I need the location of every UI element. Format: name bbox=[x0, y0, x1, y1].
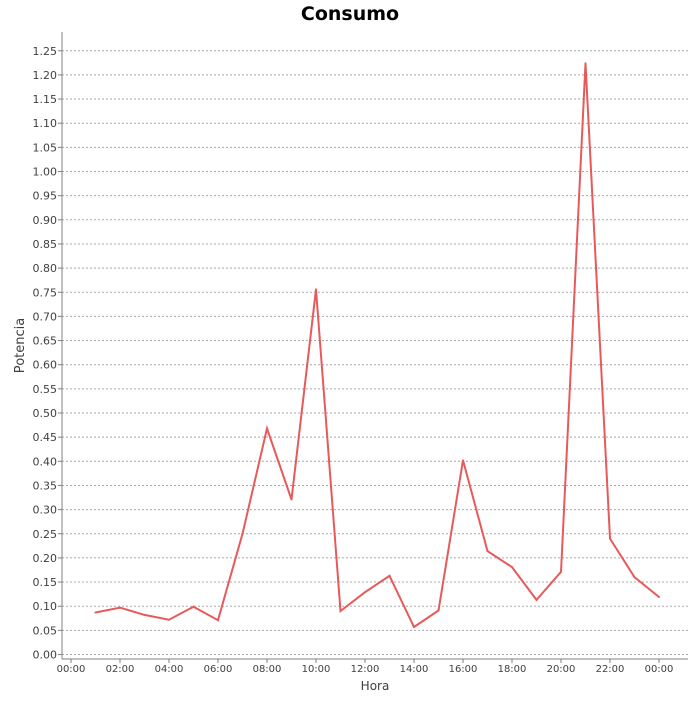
x-tick-label: 18:00 bbox=[498, 664, 527, 675]
data-point bbox=[339, 610, 342, 613]
y-tick-label: 0.30 bbox=[33, 504, 58, 517]
y-tick-label: 0.35 bbox=[33, 479, 58, 492]
chart-title: Consumo bbox=[300, 3, 400, 25]
data-point bbox=[511, 566, 513, 569]
data-point bbox=[192, 605, 195, 608]
x-tick-label: 10:00 bbox=[302, 664, 331, 675]
y-tick-label: 0.70 bbox=[33, 310, 58, 323]
series-line bbox=[95, 63, 660, 629]
y-tick-label: 0.85 bbox=[33, 238, 58, 251]
data-point bbox=[633, 576, 636, 579]
data-point bbox=[315, 288, 317, 291]
x-tick-label: 16:00 bbox=[449, 664, 478, 675]
y-tick-label: 1.10 bbox=[33, 117, 58, 130]
x-tick-label: 08:00 bbox=[253, 664, 282, 675]
x-axis-label: Hora bbox=[361, 679, 390, 693]
y-tick-label: 1.20 bbox=[33, 69, 58, 82]
y-tick-label: 0.75 bbox=[33, 286, 58, 299]
x-tick-label: 02:00 bbox=[106, 664, 135, 675]
x-tick-label: 04:00 bbox=[155, 664, 184, 675]
data-point bbox=[388, 574, 391, 577]
data-point bbox=[119, 606, 121, 609]
data-point bbox=[94, 611, 97, 614]
x-tick-label: 14:00 bbox=[400, 664, 429, 675]
y-tick-label: 0.20 bbox=[33, 552, 58, 565]
y-tick-label: 0.55 bbox=[33, 383, 58, 396]
y-tick-label: 1.05 bbox=[33, 141, 58, 154]
y-tick-label: 0.15 bbox=[33, 576, 58, 589]
data-point bbox=[584, 62, 587, 65]
y-tick-label: 1.00 bbox=[33, 166, 58, 179]
y-tick-label: 0.00 bbox=[33, 649, 58, 662]
y-tick-label: 0.65 bbox=[33, 335, 58, 348]
x-tick-label: 00:00 bbox=[57, 664, 86, 675]
y-tick-label: 0.80 bbox=[33, 262, 58, 275]
y-tick-label: 1.25 bbox=[33, 45, 58, 58]
y-tick-label: 0.90 bbox=[33, 214, 58, 227]
x-tick-label: 22:00 bbox=[596, 664, 625, 675]
y-tick-label: 0.10 bbox=[33, 600, 58, 613]
data-point bbox=[560, 570, 562, 573]
y-tick-label: 0.05 bbox=[33, 624, 58, 637]
x-tick-label: 12:00 bbox=[351, 664, 380, 675]
y-tick-label: 0.60 bbox=[33, 359, 58, 372]
y-tick-label: 0.45 bbox=[33, 431, 58, 444]
data-point bbox=[462, 459, 464, 462]
y-tick-label: 1.15 bbox=[33, 93, 58, 106]
x-tick-label: 00:00 bbox=[645, 664, 674, 675]
data-point bbox=[266, 427, 268, 430]
x-tick-label: 06:00 bbox=[204, 664, 233, 675]
data-point bbox=[658, 596, 660, 599]
data-point bbox=[241, 532, 244, 535]
data-point bbox=[364, 591, 366, 594]
data-point bbox=[217, 619, 219, 622]
data-point bbox=[168, 618, 170, 621]
data-point bbox=[609, 537, 611, 540]
data-point bbox=[437, 609, 440, 612]
data-point bbox=[535, 598, 538, 601]
data-point bbox=[413, 625, 415, 628]
y-tick-label: 0.50 bbox=[33, 407, 58, 420]
plot-area bbox=[62, 32, 688, 659]
data-point bbox=[290, 498, 293, 501]
y-axis-label: Potencia bbox=[13, 318, 28, 373]
data-point bbox=[143, 613, 146, 616]
x-tick-label: 20:00 bbox=[547, 664, 576, 675]
y-tick-label: 0.95 bbox=[33, 190, 58, 203]
y-tick-label: 0.25 bbox=[33, 528, 58, 541]
y-tick-label: 0.40 bbox=[33, 455, 58, 468]
data-point bbox=[486, 550, 489, 553]
